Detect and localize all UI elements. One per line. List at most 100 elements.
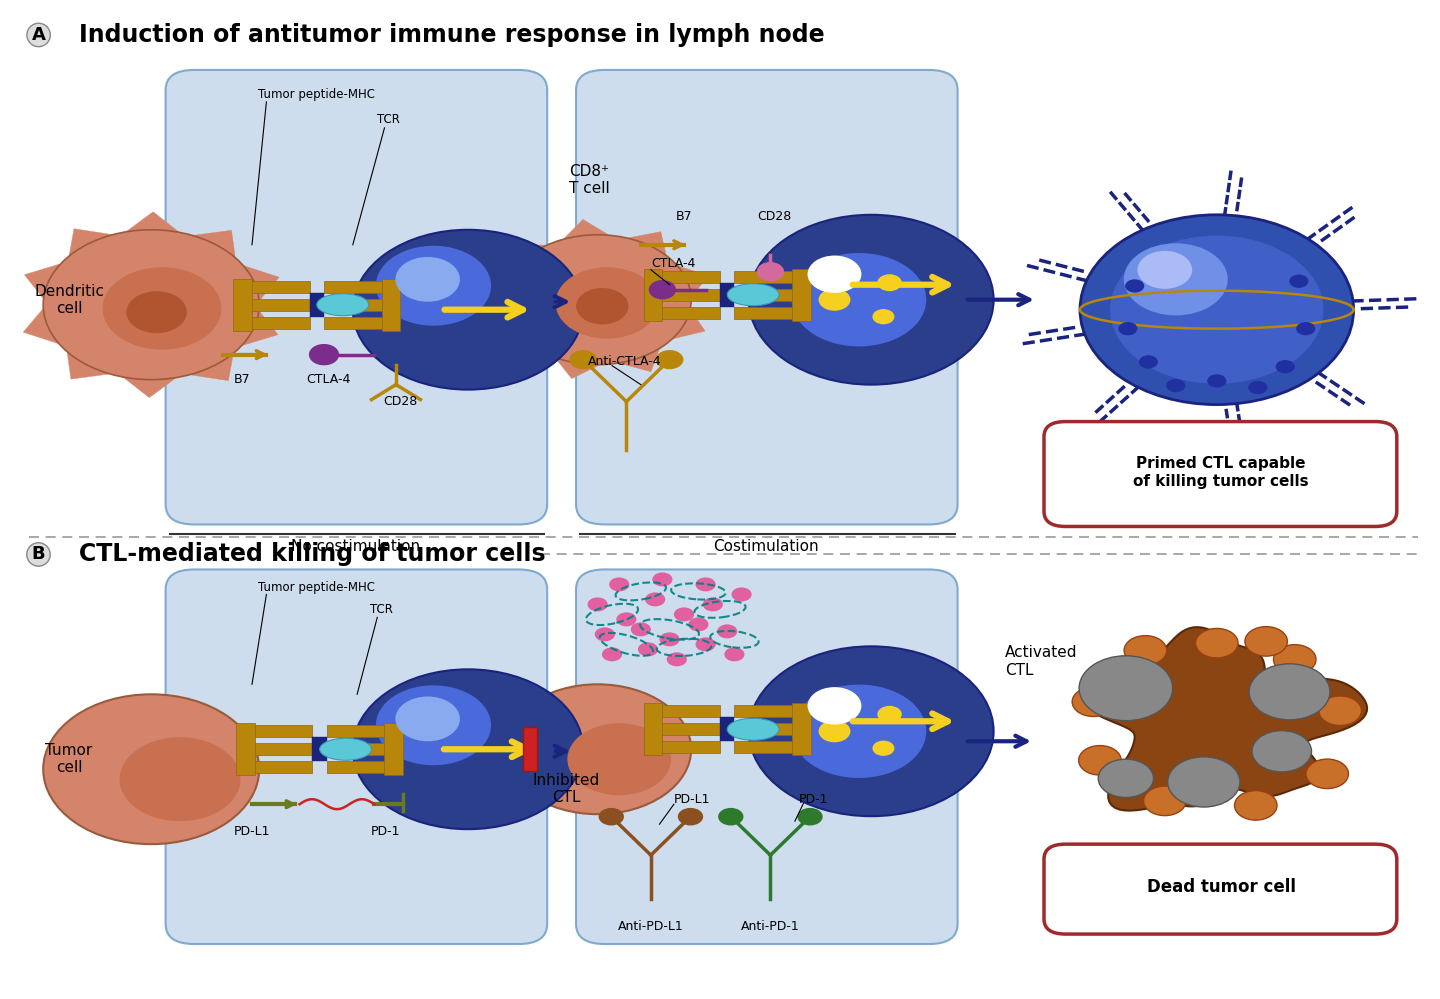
- Circle shape: [719, 808, 743, 825]
- Circle shape: [1099, 759, 1153, 797]
- FancyBboxPatch shape: [576, 70, 958, 524]
- Text: Anti-CTLA-4: Anti-CTLA-4: [588, 355, 661, 369]
- Circle shape: [588, 597, 608, 611]
- Circle shape: [655, 350, 684, 370]
- Ellipse shape: [320, 738, 372, 760]
- Polygon shape: [238, 299, 310, 311]
- Polygon shape: [648, 705, 720, 717]
- Polygon shape: [384, 723, 403, 775]
- Text: PD-L1: PD-L1: [674, 792, 710, 806]
- Circle shape: [1166, 379, 1185, 393]
- Polygon shape: [240, 725, 312, 737]
- Circle shape: [353, 669, 583, 829]
- Circle shape: [1168, 757, 1240, 807]
- Text: B: B: [32, 545, 45, 563]
- Polygon shape: [69, 229, 112, 256]
- Circle shape: [749, 646, 994, 816]
- Polygon shape: [240, 743, 312, 755]
- Circle shape: [749, 215, 994, 385]
- Circle shape: [696, 577, 716, 591]
- Polygon shape: [792, 269, 811, 321]
- Polygon shape: [720, 717, 734, 741]
- Polygon shape: [125, 212, 180, 233]
- Text: CD28: CD28: [383, 395, 418, 409]
- Polygon shape: [327, 743, 399, 755]
- Text: Anti-PD-L1: Anti-PD-L1: [618, 919, 684, 933]
- Circle shape: [645, 592, 665, 606]
- Circle shape: [873, 740, 894, 756]
- Polygon shape: [242, 311, 278, 346]
- Circle shape: [396, 257, 459, 302]
- Text: Activated
CTL: Activated CTL: [1005, 645, 1077, 677]
- Circle shape: [595, 627, 615, 641]
- Circle shape: [1139, 356, 1158, 369]
- Circle shape: [310, 345, 338, 365]
- Polygon shape: [243, 266, 279, 301]
- Circle shape: [1138, 251, 1192, 289]
- Polygon shape: [122, 377, 177, 398]
- Polygon shape: [648, 271, 720, 283]
- Text: CD28: CD28: [757, 210, 792, 224]
- Polygon shape: [312, 737, 327, 761]
- Text: B7: B7: [675, 210, 693, 224]
- Polygon shape: [644, 269, 662, 321]
- Polygon shape: [734, 307, 806, 319]
- Circle shape: [1123, 244, 1228, 316]
- Circle shape: [102, 268, 222, 350]
- Polygon shape: [734, 289, 806, 301]
- Circle shape: [1246, 626, 1287, 656]
- Circle shape: [674, 607, 694, 621]
- Circle shape: [877, 705, 901, 722]
- Polygon shape: [236, 723, 255, 775]
- Circle shape: [396, 696, 459, 741]
- Text: B7: B7: [233, 373, 251, 387]
- Circle shape: [792, 684, 926, 778]
- Polygon shape: [648, 723, 720, 735]
- Polygon shape: [24, 264, 60, 299]
- Circle shape: [576, 288, 628, 325]
- Circle shape: [1125, 635, 1166, 665]
- Polygon shape: [618, 349, 660, 372]
- Polygon shape: [563, 220, 609, 240]
- Polygon shape: [523, 727, 537, 771]
- Polygon shape: [310, 293, 324, 317]
- Circle shape: [1079, 655, 1172, 720]
- Text: Anti-PD-1: Anti-PD-1: [742, 919, 799, 933]
- Circle shape: [504, 684, 691, 814]
- Polygon shape: [734, 723, 806, 735]
- Polygon shape: [792, 703, 811, 755]
- Polygon shape: [1079, 627, 1367, 810]
- Polygon shape: [23, 309, 59, 344]
- Circle shape: [556, 268, 658, 339]
- Circle shape: [792, 253, 926, 347]
- Circle shape: [818, 720, 851, 742]
- Circle shape: [1110, 236, 1323, 384]
- Circle shape: [638, 642, 658, 656]
- Polygon shape: [382, 279, 400, 331]
- Circle shape: [43, 694, 259, 844]
- Circle shape: [504, 235, 691, 365]
- Circle shape: [567, 723, 671, 795]
- Polygon shape: [734, 741, 806, 753]
- Polygon shape: [672, 310, 706, 339]
- Ellipse shape: [727, 718, 779, 740]
- Circle shape: [1273, 644, 1316, 674]
- Polygon shape: [240, 761, 312, 773]
- FancyBboxPatch shape: [576, 569, 958, 944]
- Text: CTLA-4: CTLA-4: [651, 257, 696, 271]
- Circle shape: [808, 256, 861, 293]
- Circle shape: [616, 612, 636, 626]
- Polygon shape: [648, 307, 720, 319]
- FancyBboxPatch shape: [1044, 844, 1397, 934]
- Circle shape: [1143, 786, 1187, 815]
- Circle shape: [667, 652, 687, 666]
- Circle shape: [1251, 730, 1312, 772]
- Circle shape: [1248, 663, 1331, 720]
- Text: Tumor peptide-MHC: Tumor peptide-MHC: [258, 580, 376, 594]
- Text: Dendritic
cell: Dendritic cell: [35, 284, 104, 316]
- Polygon shape: [734, 271, 806, 283]
- Polygon shape: [238, 281, 310, 293]
- Circle shape: [1276, 360, 1295, 374]
- Polygon shape: [644, 703, 662, 755]
- Text: PD-1: PD-1: [799, 792, 828, 806]
